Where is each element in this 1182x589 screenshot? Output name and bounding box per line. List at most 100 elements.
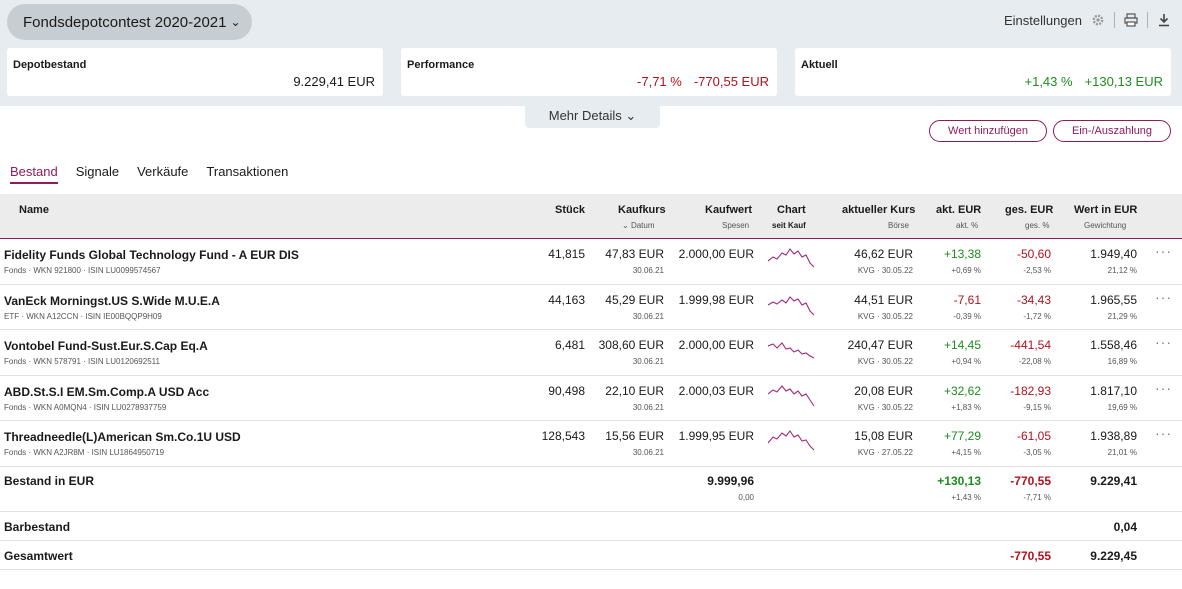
kaufkurs-value: 45,29 EUR <box>605 292 664 307</box>
totals-akt: +130,13 <box>937 474 981 488</box>
col-stueck[interactable]: Stück <box>555 204 585 216</box>
sparkline-chart[interactable] <box>768 382 816 410</box>
sparkline-chart[interactable] <box>768 245 816 273</box>
download-icon[interactable] <box>1156 12 1172 28</box>
more-dots-icon[interactable]: ··· <box>1155 379 1172 396</box>
col-boerse: Börse <box>888 221 909 230</box>
stueck-value: 128,543 <box>541 429 585 443</box>
sparkline-chart[interactable] <box>768 336 816 364</box>
fund-meta: Fonds · WKN 578791 · ISIN LU0120692511 <box>4 357 160 366</box>
akt-eur-value: +13,38 <box>943 247 981 261</box>
col-ges-pct: ges. % <box>1025 221 1050 230</box>
sparkline-chart[interactable] <box>768 291 816 319</box>
ges-eur-value: -61,05 <box>1016 429 1051 443</box>
cash-wert: 0,04 <box>1113 520 1137 534</box>
kaufwert-value: 1.999,98 EUR <box>678 292 754 307</box>
tab-transaktionen[interactable]: Transaktionen <box>206 164 289 179</box>
gewichtung-value: 21,01 % <box>1107 448 1137 457</box>
totals-wert: 9.229,41 <box>1090 474 1137 488</box>
ges-eur-value: -441,54 <box>1010 338 1051 352</box>
grand-label: Gesamtwert <box>4 549 73 563</box>
kaufkurs-value: 22,10 EUR <box>605 383 664 398</box>
col-chart: Chart <box>777 204 806 216</box>
ges-eur-value: -182,93 <box>1010 383 1051 398</box>
col-kaufkurs-sub[interactable]: ⌄ Datum <box>622 221 655 230</box>
more-dots-icon[interactable]: ··· <box>1155 288 1172 305</box>
col-kaufkurs[interactable]: Kaufkurs <box>618 204 666 216</box>
ges-eur-value: -50,60 <box>1016 247 1051 261</box>
print-icon[interactable] <box>1123 12 1139 28</box>
cash-transfer-button[interactable]: Ein-/Auszahlung <box>1053 120 1171 142</box>
more-dots-icon[interactable]: ··· <box>1155 334 1172 350</box>
col-name[interactable]: Name <box>19 204 49 216</box>
tab-signale[interactable]: Signale <box>75 164 120 179</box>
fund-name[interactable]: Fidelity Funds Global Technology Fund - … <box>4 248 299 262</box>
kaufwert-value: 2.000,00 EUR <box>678 247 754 261</box>
col-kaufwert[interactable]: Kaufwert <box>705 204 753 216</box>
table-row[interactable]: VanEck Morningst.US S.Wide M.U.E.A ETF ·… <box>0 285 1182 330</box>
card-label: Aktuell <box>801 59 838 71</box>
table-row[interactable]: Fidelity Funds Global Technology Fund - … <box>0 239 1182 285</box>
boerse-value: KVG · 30.05.22 <box>857 311 913 321</box>
tab-verkaeufe[interactable]: Verkäufe <box>137 164 189 179</box>
card-aktuell: Aktuell +1,43 % +130,13 EUR <box>795 48 1171 96</box>
ges-pct-value: -2,53 % <box>1023 266 1051 275</box>
card-value-percent: -7,71 % <box>637 74 682 89</box>
col-akt-eur[interactable]: akt. EUR <box>936 204 982 216</box>
ges-pct-value: -1,72 % <box>1023 311 1051 321</box>
card-value: 9.229,41 EUR <box>293 74 375 89</box>
stueck-value: 90,498 <box>548 383 585 398</box>
settings-link[interactable]: Einstellungen <box>1003 12 1082 28</box>
sparkline-chart[interactable] <box>768 427 816 455</box>
card-value-amount: +130,13 EUR <box>1084 74 1163 89</box>
ges-eur-value: -34,43 <box>1016 292 1051 307</box>
kurs-value: 20,08 EUR <box>854 383 913 398</box>
boerse-value: KVG · 30.05.22 <box>857 266 913 275</box>
table-row[interactable]: ABD.St.S.I EM.Sm.Comp.A USD Acc Fonds · … <box>0 376 1182 421</box>
ges-pct-value: -9,15 % <box>1023 402 1051 412</box>
col-gewichtung: Gewichtung <box>1084 221 1127 230</box>
wert-value: 1.949,40 <box>1090 247 1137 261</box>
col-datum-label: Datum <box>630 221 655 230</box>
kaufdatum-value: 30.06.21 <box>632 266 664 275</box>
divider <box>1147 12 1148 28</box>
tab-bestand[interactable]: Bestand <box>10 164 58 184</box>
kaufdatum-value: 30.06.21 <box>632 402 664 412</box>
kurs-value: 46,62 EUR <box>854 247 913 261</box>
fund-name[interactable]: Vontobel Fund-Sust.Eur.S.Cap Eq.A <box>4 339 208 353</box>
more-dots-icon[interactable]: ··· <box>1155 243 1172 259</box>
fund-name[interactable]: Threadneedle(L)American Sm.Co.1U USD <box>4 430 241 444</box>
chevron-down-icon: ⌄ <box>625 108 637 123</box>
table-row[interactable]: Vontobel Fund-Sust.Eur.S.Cap Eq.A Fonds … <box>0 330 1182 376</box>
gear-icon[interactable] <box>1090 12 1106 28</box>
col-ges-eur[interactable]: ges. EUR <box>1005 204 1054 216</box>
kaufdatum-value: 30.06.21 <box>632 448 664 457</box>
akt-pct-value: -0,39 % <box>953 311 981 321</box>
akt-eur-value: +14,45 <box>943 338 981 352</box>
divider <box>1114 12 1115 28</box>
col-spesen: Spesen <box>722 221 750 230</box>
col-kurs[interactable]: aktueller Kurs <box>842 204 916 216</box>
kaufwert-value: 1.999,95 EUR <box>678 429 754 443</box>
tab-bar: Bestand Signale Verkäufe Transaktionen <box>10 164 288 184</box>
ges-pct-value: -22,08 % <box>1018 357 1051 366</box>
fund-name[interactable]: ABD.St.S.I EM.Sm.Comp.A USD Acc <box>4 384 210 399</box>
fund-name[interactable]: VanEck Morningst.US S.Wide M.U.E.A <box>4 293 220 308</box>
card-value-amount: -770,55 EUR <box>693 74 769 89</box>
akt-pct-value: +0,94 % <box>951 357 981 366</box>
more-dots-icon[interactable]: ··· <box>1155 425 1172 441</box>
kaufwert-value: 2.000,03 EUR <box>678 383 754 398</box>
mehr-details-toggle[interactable]: Mehr Details ⌄ <box>525 106 660 128</box>
stueck-value: 44,163 <box>548 292 585 307</box>
fund-meta: Fonds · WKN 921800 · ISIN LU0099574567 <box>4 266 161 275</box>
wert-value: 1.817,10 <box>1090 383 1137 398</box>
card-value-percent: +1,43 % <box>1024 74 1073 89</box>
add-security-button[interactable]: Wert hinzufügen <box>929 120 1047 142</box>
fund-meta: Fonds · WKN A2JR8M · ISIN LU1864950719 <box>4 448 165 457</box>
depot-selector[interactable]: Fondsdepotcontest 2020-2021 ⌄ <box>7 4 252 40</box>
gewichtung-value: 16,89 % <box>1107 357 1137 366</box>
akt-eur-value: +77,29 <box>943 429 981 443</box>
gewichtung-value: 19,69 % <box>1107 402 1137 412</box>
table-row[interactable]: Threadneedle(L)American Sm.Co.1U USD Fon… <box>0 421 1182 467</box>
col-wert[interactable]: Wert in EUR <box>1074 204 1138 216</box>
